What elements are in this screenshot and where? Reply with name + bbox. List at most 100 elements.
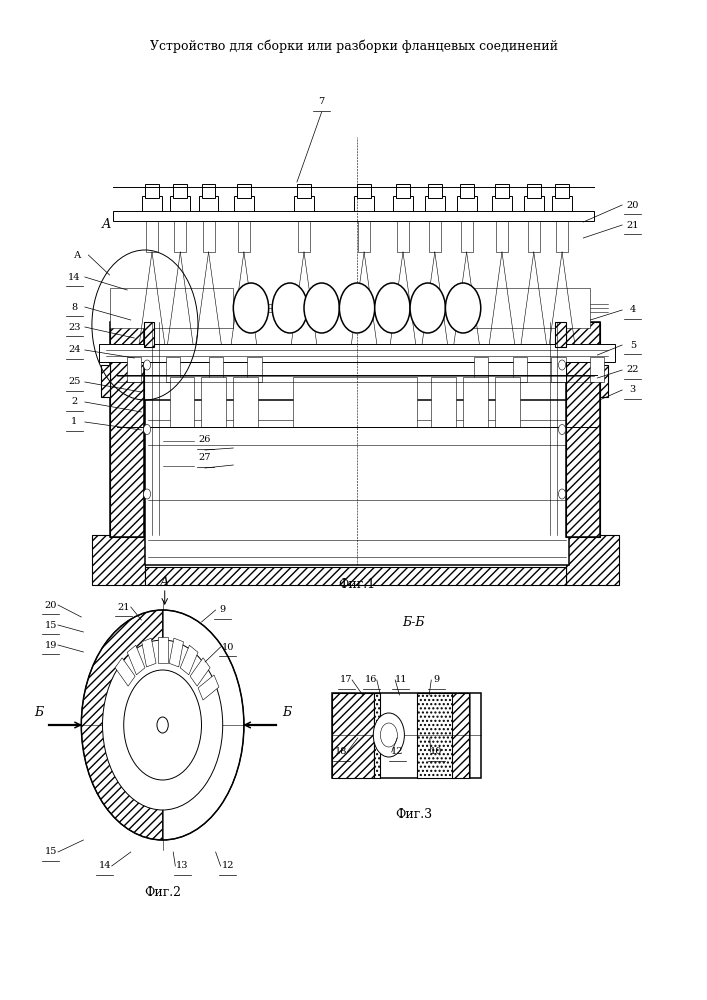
Bar	[297, 184, 311, 198]
Text: 24: 24	[68, 346, 81, 355]
Text: 18: 18	[335, 748, 348, 756]
Circle shape	[559, 360, 566, 370]
Bar	[357, 184, 371, 198]
Text: 26: 26	[199, 436, 211, 444]
Bar	[461, 217, 472, 252]
Bar	[142, 196, 162, 221]
Bar	[201, 184, 216, 198]
Text: Б: Б	[35, 706, 43, 719]
Bar	[158, 637, 168, 663]
Circle shape	[144, 489, 151, 499]
Text: 7: 7	[319, 98, 325, 106]
Bar	[144, 322, 154, 347]
Text: 16: 16	[365, 676, 378, 684]
Bar	[358, 217, 370, 252]
Text: 9: 9	[220, 605, 226, 614]
Text: 14: 14	[68, 272, 81, 282]
Bar	[527, 184, 541, 198]
Circle shape	[445, 283, 481, 333]
Text: 12: 12	[391, 748, 404, 756]
Text: 15: 15	[45, 620, 57, 630]
Text: 23: 23	[68, 322, 81, 332]
Bar	[492, 196, 512, 221]
Circle shape	[144, 424, 151, 434]
Circle shape	[373, 713, 404, 757]
Bar	[115, 658, 135, 686]
Bar	[110, 322, 144, 537]
Text: Б-Б: Б-Б	[402, 615, 425, 629]
Bar	[425, 196, 445, 221]
Bar	[92, 535, 145, 585]
Circle shape	[559, 489, 566, 499]
Bar	[429, 217, 440, 252]
Text: 21: 21	[117, 602, 130, 611]
Text: 27: 27	[199, 454, 211, 462]
Bar	[113, 211, 594, 221]
Bar	[234, 196, 254, 221]
Bar	[145, 567, 566, 585]
Bar	[201, 377, 226, 427]
Text: 21: 21	[626, 221, 639, 230]
Text: 11: 11	[395, 676, 407, 684]
Bar	[354, 196, 374, 221]
Text: А: А	[74, 250, 81, 259]
Bar	[528, 217, 539, 252]
Bar	[431, 377, 456, 427]
Circle shape	[375, 283, 410, 333]
Circle shape	[410, 283, 445, 333]
Text: 8: 8	[71, 302, 77, 312]
Circle shape	[103, 640, 223, 810]
Bar	[173, 184, 187, 198]
Bar	[474, 357, 488, 382]
Bar	[145, 184, 159, 198]
Bar	[555, 322, 566, 347]
Text: 10: 10	[221, 643, 234, 652]
Bar	[556, 217, 568, 252]
Text: 25: 25	[68, 377, 81, 386]
Bar	[101, 365, 110, 397]
Circle shape	[157, 717, 168, 733]
Bar	[332, 692, 374, 778]
Bar	[247, 357, 262, 382]
Bar	[396, 184, 410, 198]
Text: 4: 4	[630, 306, 636, 314]
Text: 14: 14	[98, 861, 111, 870]
Text: 19: 19	[45, 641, 57, 650]
Bar	[146, 217, 158, 252]
Bar	[566, 535, 619, 585]
Bar	[495, 184, 509, 198]
Circle shape	[124, 670, 201, 780]
Wedge shape	[163, 610, 244, 840]
Bar	[209, 357, 223, 382]
Text: 2: 2	[71, 397, 77, 406]
Text: 12: 12	[221, 861, 234, 870]
Bar	[495, 377, 520, 427]
Text: Б: Б	[282, 706, 291, 719]
Bar	[555, 184, 569, 198]
Circle shape	[233, 283, 269, 333]
Bar	[233, 377, 258, 427]
Text: Фиг.3: Фиг.3	[395, 808, 432, 822]
Bar	[452, 692, 469, 778]
Bar	[293, 377, 417, 427]
Bar	[600, 365, 608, 397]
Bar	[190, 658, 210, 686]
Bar	[166, 357, 180, 382]
Bar	[417, 692, 455, 778]
Circle shape	[339, 283, 375, 333]
Bar	[99, 344, 615, 362]
Bar	[590, 357, 604, 382]
Bar	[460, 184, 474, 198]
Bar	[169, 638, 184, 667]
Bar	[170, 377, 194, 427]
Bar	[566, 322, 600, 537]
Text: А: А	[160, 575, 170, 588]
Circle shape	[380, 723, 397, 747]
Bar	[428, 184, 442, 198]
Bar	[298, 217, 310, 252]
Bar	[374, 692, 380, 778]
Bar	[551, 357, 566, 382]
Bar	[170, 196, 190, 221]
Bar	[110, 288, 233, 328]
Bar	[524, 196, 544, 221]
